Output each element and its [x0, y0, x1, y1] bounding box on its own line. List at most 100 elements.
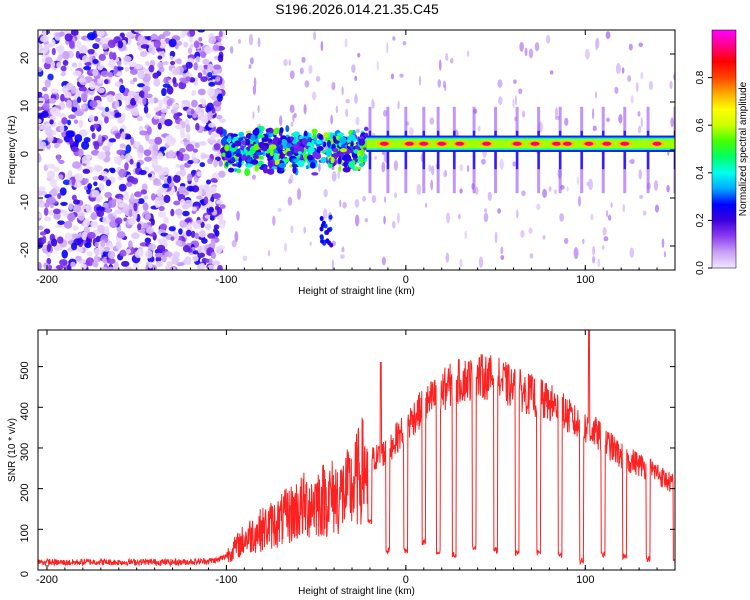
- heatmap-noise-cell: [86, 32, 96, 41]
- heatmap-low-cell: [319, 235, 324, 241]
- heatmap-faint-cell: [497, 79, 503, 88]
- heatmap-noise-cell: [167, 175, 172, 184]
- heatmap-faint-cell: [429, 117, 435, 125]
- heatmap-noise-cell: [70, 261, 76, 268]
- heatmap-noise-cell: [68, 40, 75, 49]
- heatmap-noise-cell: [161, 87, 167, 97]
- heatmap-noise-cell: [197, 30, 206, 33]
- heatmap-transition-cell: [332, 152, 339, 159]
- heatmap-transition-cell: [275, 144, 280, 151]
- heatmap-noise-cell: [64, 91, 72, 99]
- heatmap-noise-cell: [219, 118, 227, 124]
- heatmap-noise-cell: [74, 173, 84, 182]
- heatmap-faint-cell: [597, 258, 601, 268]
- heatmap-noise-cell: [158, 34, 166, 40]
- heatmap-noise-cell: [47, 134, 54, 143]
- heatmap-faint-cell: [629, 247, 635, 259]
- heatmap-noise-cell: [164, 251, 173, 258]
- heatmap-noise-cell: [138, 125, 144, 132]
- heatmap-faint-cell: [231, 240, 237, 248]
- heatmap-noise-cell: [70, 85, 77, 94]
- heatmap-noise-cell: [92, 123, 99, 129]
- heatmap-noise-cell: [72, 70, 82, 77]
- heatmap-faint-cell: [293, 112, 297, 118]
- heatmap-noise-cell: [38, 106, 43, 111]
- heatmap-noise-cell: [172, 231, 179, 239]
- heatmap-noise-cell: [196, 65, 205, 72]
- heatmap-faint-cell: [323, 208, 328, 220]
- heatmap-noise-cell: [216, 114, 223, 120]
- heatmap-faint-cell: [288, 178, 292, 185]
- heatmap-noise-cell: [197, 112, 203, 117]
- heatmap-transition-cell: [221, 137, 228, 145]
- heatmap-transition-cell: [348, 134, 356, 141]
- heatmap-faint-cell: [500, 254, 505, 260]
- heatmap-noise-cell: [39, 231, 47, 236]
- heatmap-noise-cell: [68, 203, 74, 211]
- heatmap-noise-cell: [157, 122, 162, 130]
- heatmap-noise-cell: [57, 138, 63, 144]
- heatmap-faint-cell: [304, 80, 310, 88]
- heatmap-noise-cell: [87, 183, 93, 190]
- heatmap-noise-cell: [90, 221, 95, 227]
- heatmap-noise-cell: [91, 189, 100, 198]
- heatmap-faint-cell: [229, 46, 234, 54]
- heatmap-faint-cell: [607, 214, 612, 221]
- colorbar-tick-label: 0.2: [695, 213, 706, 227]
- heatmap-noise-cell: [89, 100, 98, 108]
- heatmap-noise-cell: [175, 239, 183, 246]
- heatmap-faint-cell: [548, 186, 552, 192]
- heatmap-faint-cell: [629, 159, 634, 164]
- heatmap-faint-cell: [638, 169, 643, 180]
- heatmap-faint-cell: [639, 194, 644, 199]
- heatmap-noise-cell: [220, 84, 225, 90]
- heatmap-noise-cell: [120, 131, 126, 140]
- heatmap-noise-cell: [185, 61, 193, 69]
- heatmap-noise-cell: [190, 109, 195, 115]
- heatmap-noise-cell: [189, 77, 196, 83]
- heatmap-noise-cell: [102, 216, 111, 224]
- heatmap-transition-cell: [297, 151, 302, 155]
- heatmap-noise-cell: [47, 73, 54, 81]
- heatmap-transition-cell: [336, 132, 345, 137]
- heatmap-noise-cell: [94, 37, 101, 42]
- heatmap-noise-cell: [173, 200, 181, 206]
- heatmap-noise-cell: [113, 65, 118, 75]
- line-y-tick-label: 200: [19, 483, 31, 501]
- heatmap-noise-cell: [159, 223, 168, 230]
- heatmap-noise-cell: [131, 232, 140, 240]
- heatmap-noise-cell: [193, 62, 199, 71]
- heatmap-noise-cell: [91, 132, 96, 140]
- heatmap-noise-cell: [153, 39, 161, 49]
- heatmap-noise-cell: [145, 250, 153, 259]
- heatmap-transition-cell: [277, 138, 282, 145]
- heatmap-transition-cell: [301, 138, 308, 146]
- heatmap-noise-cell: [175, 66, 180, 75]
- heatmap-faint-cell: [253, 77, 257, 88]
- heatmap-noise-cell: [81, 231, 88, 241]
- heatmap-transition-cell: [330, 158, 335, 162]
- heatmap-noise-cell: [38, 153, 41, 163]
- heatmap-faint-cell: [341, 86, 344, 96]
- heatmap-noise-cell: [173, 174, 181, 183]
- heatmap-noise-cell: [111, 198, 117, 203]
- heatmap-faint-cell: [272, 215, 276, 226]
- heatmap-noise-cell: [197, 72, 203, 79]
- heatmap-noise-cell: [97, 151, 107, 160]
- colorbar-tick-label: 0.0: [695, 261, 706, 275]
- heatmap-faint-cell: [376, 60, 379, 71]
- heatmap-noise-cell: [103, 51, 109, 56]
- heatmap-noise-cell: [124, 162, 129, 171]
- heatmap-noise-cell: [206, 102, 214, 111]
- heatmap-transition-cell: [255, 138, 259, 145]
- heatmap-noise-cell: [95, 165, 103, 172]
- heatmap-noise-cell: [114, 81, 123, 88]
- heatmap-noise-cell: [48, 210, 54, 216]
- heatmap-noise-cell: [161, 167, 170, 176]
- heatmap-noise-cell: [76, 96, 82, 104]
- heatmap-noise-cell: [208, 81, 216, 87]
- heatmap-noise-cell: [124, 66, 130, 73]
- heatmap-noise-cell: [100, 171, 108, 177]
- heatmap-noise-cell: [44, 79, 51, 88]
- heatmap-transition-cell: [293, 148, 300, 154]
